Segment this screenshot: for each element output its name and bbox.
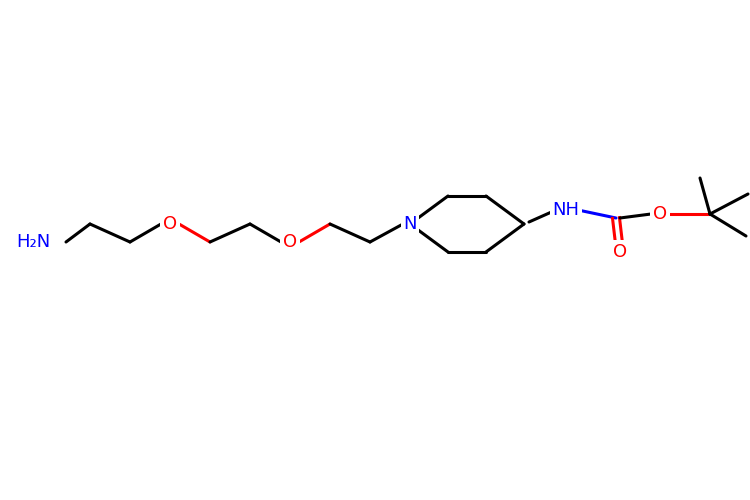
Text: O: O [283,233,297,251]
Text: N: N [404,215,417,233]
Text: H₂N: H₂N [16,233,50,251]
Text: O: O [653,205,667,223]
Text: O: O [613,243,627,261]
Text: NH: NH [553,201,580,219]
Text: O: O [163,215,177,233]
